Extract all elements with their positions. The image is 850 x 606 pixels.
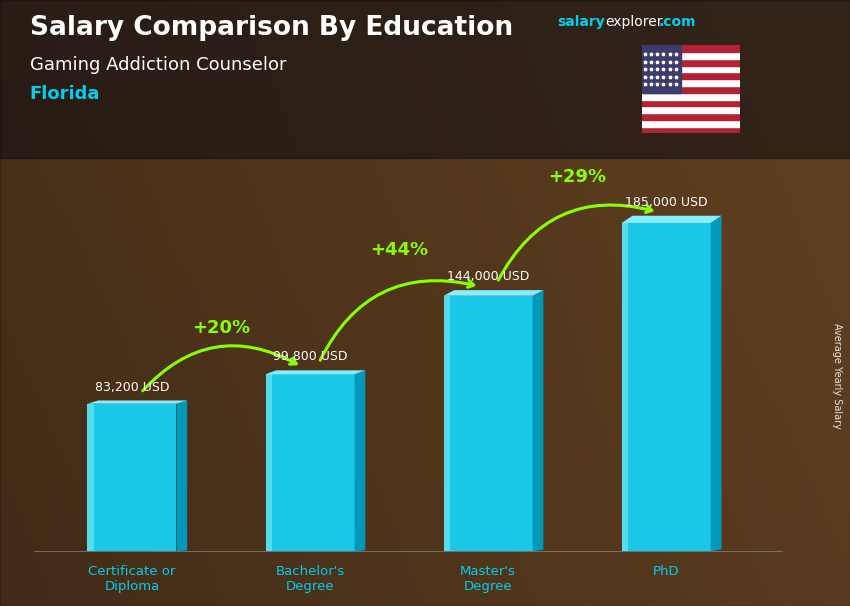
Polygon shape [621,216,722,223]
Bar [642,120,740,127]
Polygon shape [177,401,187,551]
Text: 83,200 USD: 83,200 USD [94,381,169,394]
Bar [642,45,740,52]
Bar [88,404,94,551]
Text: Salary Comparison By Education: Salary Comparison By Education [30,15,513,41]
Bar [642,106,740,113]
Bar [88,404,177,551]
Bar [642,59,740,65]
Text: Florida: Florida [30,85,100,103]
Polygon shape [88,401,187,404]
Bar [642,113,740,120]
Text: explorer: explorer [605,15,663,29]
Bar [621,223,711,551]
Bar [642,99,740,106]
Bar [444,296,533,551]
Bar [265,375,272,551]
Bar [621,223,628,551]
Bar [444,296,450,551]
Bar [642,73,740,79]
Text: +29%: +29% [548,168,606,186]
Bar [642,86,740,93]
Text: 144,000 USD: 144,000 USD [447,270,530,283]
Text: 185,000 USD: 185,000 USD [625,196,707,209]
Bar [642,127,740,133]
Text: +20%: +20% [192,319,250,338]
Bar [265,375,354,551]
Text: 99,800 USD: 99,800 USD [273,350,348,364]
Text: .com: .com [659,15,696,29]
Polygon shape [533,290,543,551]
Polygon shape [265,370,366,375]
Polygon shape [354,370,366,551]
Bar [642,93,740,99]
Text: +44%: +44% [370,241,428,259]
Text: Gaming Addiction Counselor: Gaming Addiction Counselor [30,56,286,74]
Text: Average Yearly Salary: Average Yearly Salary [832,323,842,428]
Text: salary: salary [557,15,604,29]
Polygon shape [711,216,722,551]
Bar [642,65,740,73]
Bar [642,45,681,93]
Bar [642,52,740,59]
Bar [0,0,850,158]
Bar [642,79,740,86]
Polygon shape [444,290,543,296]
